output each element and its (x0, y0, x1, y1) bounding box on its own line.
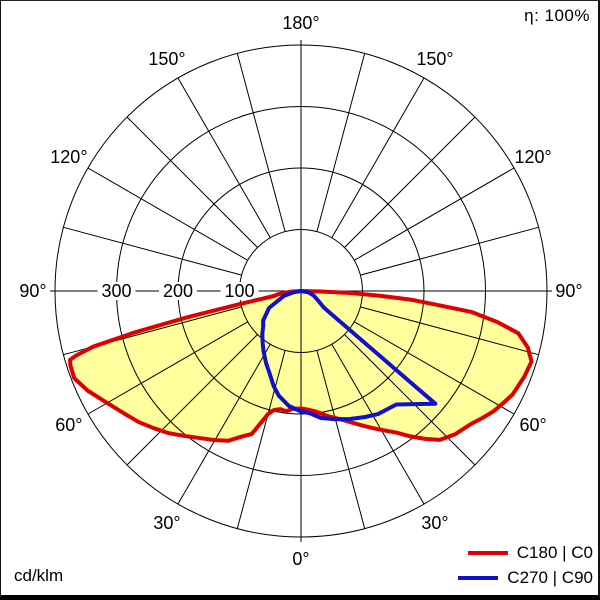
legend-item-c270-c90: C270 | C90 (458, 568, 593, 588)
legend-item-c180-c0: C180 | C0 (467, 543, 593, 563)
grid-spoke (126, 116, 258, 248)
grid-spoke (63, 226, 242, 276)
angle-label: 60° (55, 415, 82, 435)
grid-spoke (360, 226, 539, 276)
grid-spoke (126, 334, 258, 466)
angle-label: 150° (416, 49, 453, 69)
c180-c0-curve (68, 289, 534, 443)
scale-label-backing (159, 282, 197, 300)
angle-label: 180° (282, 13, 319, 33)
legend: C180 | C0 C270 | C90 (458, 543, 593, 588)
grid-spoke (331, 344, 425, 505)
angle-label: 30° (153, 513, 180, 533)
c270-c90-curve (260, 289, 438, 422)
grid-spoke (344, 334, 476, 466)
scale-label-backing (220, 282, 259, 300)
legend-line-blue-icon (458, 576, 499, 580)
efficiency-label: η: 100% (524, 6, 590, 25)
angle-label: 120° (50, 147, 87, 167)
grid-spoke (236, 53, 286, 232)
grid-spoke (331, 77, 425, 238)
grid-spoke (87, 167, 248, 261)
angle-label: 90° (19, 281, 46, 301)
grid-spoke (177, 344, 271, 505)
angle-label: 90° (555, 281, 582, 301)
legend-label-c270-c90: C270 | C90 (507, 568, 593, 587)
grid-spoke (236, 350, 286, 529)
scale-label: 100 (224, 281, 254, 301)
scale-label-backing (97, 282, 136, 300)
units-label: cd/klm (14, 566, 64, 585)
grid-spoke (316, 350, 366, 529)
scale-label: 300 (101, 281, 131, 301)
angle-label: 120° (514, 147, 551, 167)
grid-spoke (177, 77, 271, 238)
grid-spoke (360, 306, 539, 356)
grid-spoke (316, 53, 366, 232)
grid-spoke (87, 321, 248, 415)
grid-spoke (354, 321, 515, 415)
legend-line-red-icon (467, 551, 508, 555)
scale-label: 200 (163, 281, 193, 301)
angle-label: 30° (421, 513, 448, 533)
angle-label: 150° (148, 49, 185, 69)
angle-label: 0° (292, 549, 309, 569)
grid-spoke (344, 116, 476, 248)
angle-label: 60° (519, 415, 546, 435)
grid-spoke (354, 167, 515, 261)
legend-label-c180-c0: C180 | C0 (516, 543, 593, 562)
